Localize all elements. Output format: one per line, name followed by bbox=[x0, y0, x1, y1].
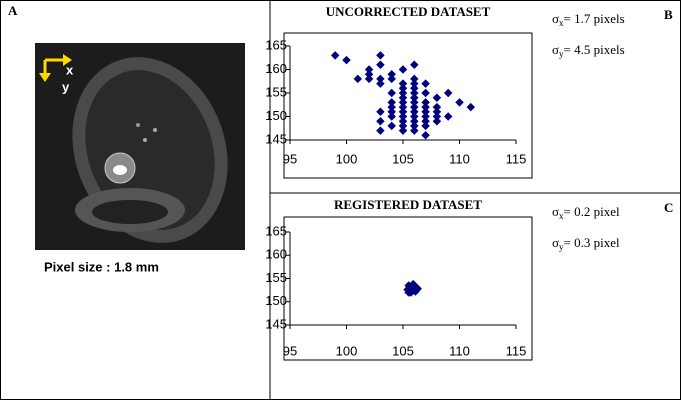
symbol: σ bbox=[552, 204, 559, 219]
x-tick-label: 105 bbox=[392, 343, 414, 358]
x-tick-label: 105 bbox=[392, 151, 414, 166]
x-tick-label: 110 bbox=[449, 151, 470, 166]
annotation: σx= 1.7 pixels bbox=[552, 11, 625, 28]
y-tick-label: 155 bbox=[265, 84, 287, 99]
text: = 1.7 pixels bbox=[564, 11, 625, 26]
symbol: σ bbox=[552, 235, 559, 250]
x-tick-label: 100 bbox=[336, 343, 358, 358]
panel-label: C bbox=[664, 200, 673, 215]
symbol: σ bbox=[552, 42, 559, 57]
y-tick-label: 160 bbox=[265, 61, 287, 76]
annotation: σy= 4.5 pixels bbox=[552, 42, 625, 59]
y-tick-label: 155 bbox=[265, 270, 287, 285]
x-tick-label: 110 bbox=[449, 343, 470, 358]
symbol: σ bbox=[552, 11, 559, 26]
text: = 4.5 pixels bbox=[564, 42, 625, 57]
text: = 0.2 pixel bbox=[564, 204, 620, 219]
x-tick-label: 115 bbox=[506, 151, 527, 166]
chart-title: REGISTERED DATASET bbox=[334, 197, 482, 212]
chart-title: UNCORRECTED DATASET bbox=[326, 4, 491, 19]
y-tick-label: 150 bbox=[265, 293, 287, 308]
figure: A x y Pixel size : 1.8 mm UNCORRECTED DA… bbox=[0, 0, 681, 400]
caption: Pixel size : 1.8 mm bbox=[44, 259, 159, 274]
y-tick-label: 165 bbox=[265, 37, 287, 52]
y-tick-label: 150 bbox=[265, 108, 287, 123]
panel-label: B bbox=[664, 7, 673, 22]
axis-y-label: y bbox=[62, 79, 70, 94]
y-tick-label: 145 bbox=[265, 131, 287, 146]
axis-x-label: x bbox=[66, 62, 74, 77]
x-tick-label: 95 bbox=[283, 343, 297, 358]
x-tick-label: 115 bbox=[506, 343, 527, 358]
y-tick-label: 160 bbox=[265, 247, 287, 262]
y-tick-label: 165 bbox=[265, 223, 287, 238]
panel-label: A bbox=[8, 3, 18, 18]
x-tick-label: 100 bbox=[336, 151, 358, 166]
y-tick-label: 145 bbox=[265, 316, 287, 331]
text: = 0.3 pixel bbox=[564, 235, 620, 250]
x-tick-label: 95 bbox=[283, 151, 297, 166]
